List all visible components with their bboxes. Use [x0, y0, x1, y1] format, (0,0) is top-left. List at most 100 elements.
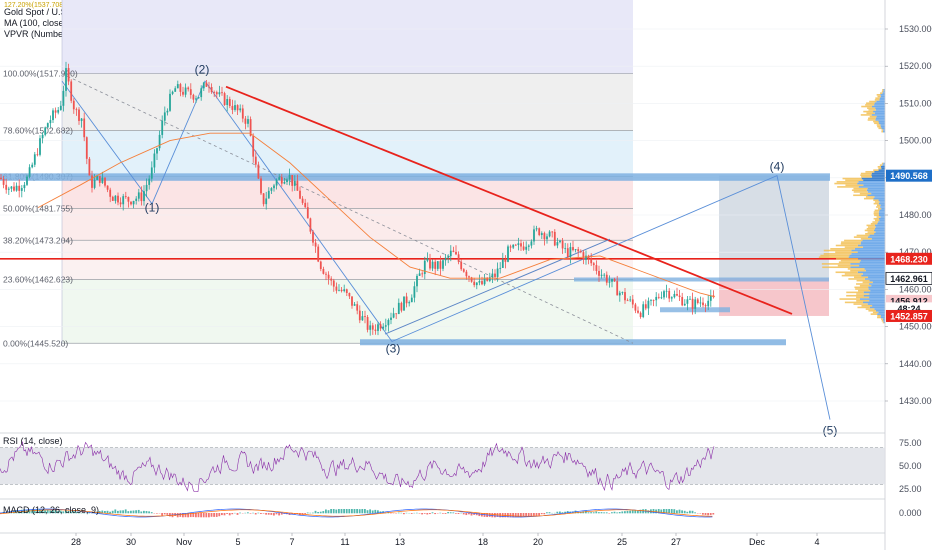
ma-legend[interactable]: MA (100, close) [4, 18, 67, 28]
price-label: 1452.857 [890, 311, 928, 321]
macd-hist [332, 509, 335, 514]
macd-hist [249, 513, 252, 514]
candle [371, 325, 374, 330]
vp-row-down [846, 291, 864, 294]
vp-row-down [835, 251, 858, 253]
vp-row-down [858, 289, 871, 292]
vp-row-down [870, 313, 878, 315]
macd-hist [127, 511, 130, 514]
candle [517, 243, 520, 246]
vp-row-down [874, 99, 880, 101]
vp-row-down [877, 125, 881, 128]
candle [85, 137, 88, 159]
vp-row-down [866, 224, 875, 227]
candle [686, 299, 689, 304]
macd-hist [33, 509, 36, 514]
rsi-tick: 25.00 [899, 484, 922, 494]
candle [158, 134, 161, 149]
fib-level-label: 23.60%(1462.623) [3, 275, 73, 285]
macd-hist [366, 510, 369, 514]
vp-row-down [840, 259, 861, 262]
macd-hist [54, 509, 57, 514]
macd-hist [507, 513, 509, 518]
candle [83, 118, 86, 138]
fib-zone [62, 240, 633, 280]
macd-legend[interactable]: MACD (12, 26, close, 9) [3, 505, 99, 515]
macd-hist [491, 513, 494, 518]
macd-hist [148, 511, 150, 514]
candle [137, 192, 140, 199]
macd-hist [397, 512, 400, 514]
macd-hist [616, 512, 618, 514]
candle [598, 270, 600, 276]
candle [559, 240, 561, 243]
macd-hist [145, 511, 148, 514]
candle [426, 258, 429, 261]
price-label-box [885, 271, 932, 285]
macd-hist [605, 512, 608, 514]
wave-label: (1) [145, 200, 160, 214]
time-tick: 28 [71, 537, 81, 547]
vp-row-up [871, 105, 885, 108]
rising-trendline [384, 238, 611, 335]
macd-hist [106, 510, 109, 514]
candle [496, 268, 499, 277]
macd-hist [543, 513, 546, 515]
macd-hist [462, 513, 465, 515]
candle [135, 198, 138, 201]
candle [556, 242, 559, 246]
candle [132, 200, 135, 205]
macd-hist [278, 513, 280, 516]
macd-hist [124, 509, 127, 514]
macd-hist [473, 513, 475, 515]
macd-hist [509, 513, 512, 518]
time-tick: Dec [749, 537, 766, 547]
macd-hist [195, 513, 197, 518]
vp-row-down [869, 100, 877, 103]
candle [161, 120, 164, 135]
candle [527, 245, 530, 247]
candle [114, 195, 117, 201]
vp-row-down [842, 177, 862, 180]
candle [629, 299, 632, 301]
vp-row-down [850, 269, 866, 272]
candle [486, 277, 489, 281]
vp-row-up [864, 268, 885, 270]
vp-row-down [846, 294, 864, 297]
vp-row-down [877, 316, 881, 319]
candle [231, 105, 234, 110]
vp-row-up [880, 216, 885, 218]
candle [509, 246, 512, 248]
candle [351, 296, 353, 306]
vp-row-up [863, 294, 885, 297]
elliott-wave-path [61, 80, 831, 420]
candle [283, 182, 286, 184]
wave-label: (4) [770, 159, 785, 173]
candle [192, 94, 195, 100]
macd-hist [631, 510, 634, 514]
vp-row-down [856, 234, 870, 237]
fib-top-label: 127.20%(1537.708) [4, 2, 66, 9]
candle [117, 195, 119, 203]
rsi-tick: 50.00 [899, 461, 922, 471]
candle [145, 184, 148, 192]
rsi-legend[interactable]: RSI (14, close) [3, 436, 63, 446]
vp-row-down [864, 229, 874, 232]
candle [150, 167, 153, 179]
macd-hist [36, 509, 39, 514]
macd-hist [78, 511, 80, 514]
macd-hist [478, 513, 481, 517]
vp-row-down [856, 296, 870, 299]
price-tick: 1530.000 [899, 24, 932, 34]
vp-row-down [859, 284, 872, 287]
candle [600, 274, 603, 276]
candle [163, 112, 166, 121]
candle [668, 290, 671, 299]
macd-hist [626, 510, 629, 514]
candle [670, 297, 673, 299]
vp-row-up [878, 169, 885, 171]
price-tick: 1460.000 [899, 284, 932, 294]
vp-row-up [861, 274, 885, 277]
candle [18, 185, 21, 191]
